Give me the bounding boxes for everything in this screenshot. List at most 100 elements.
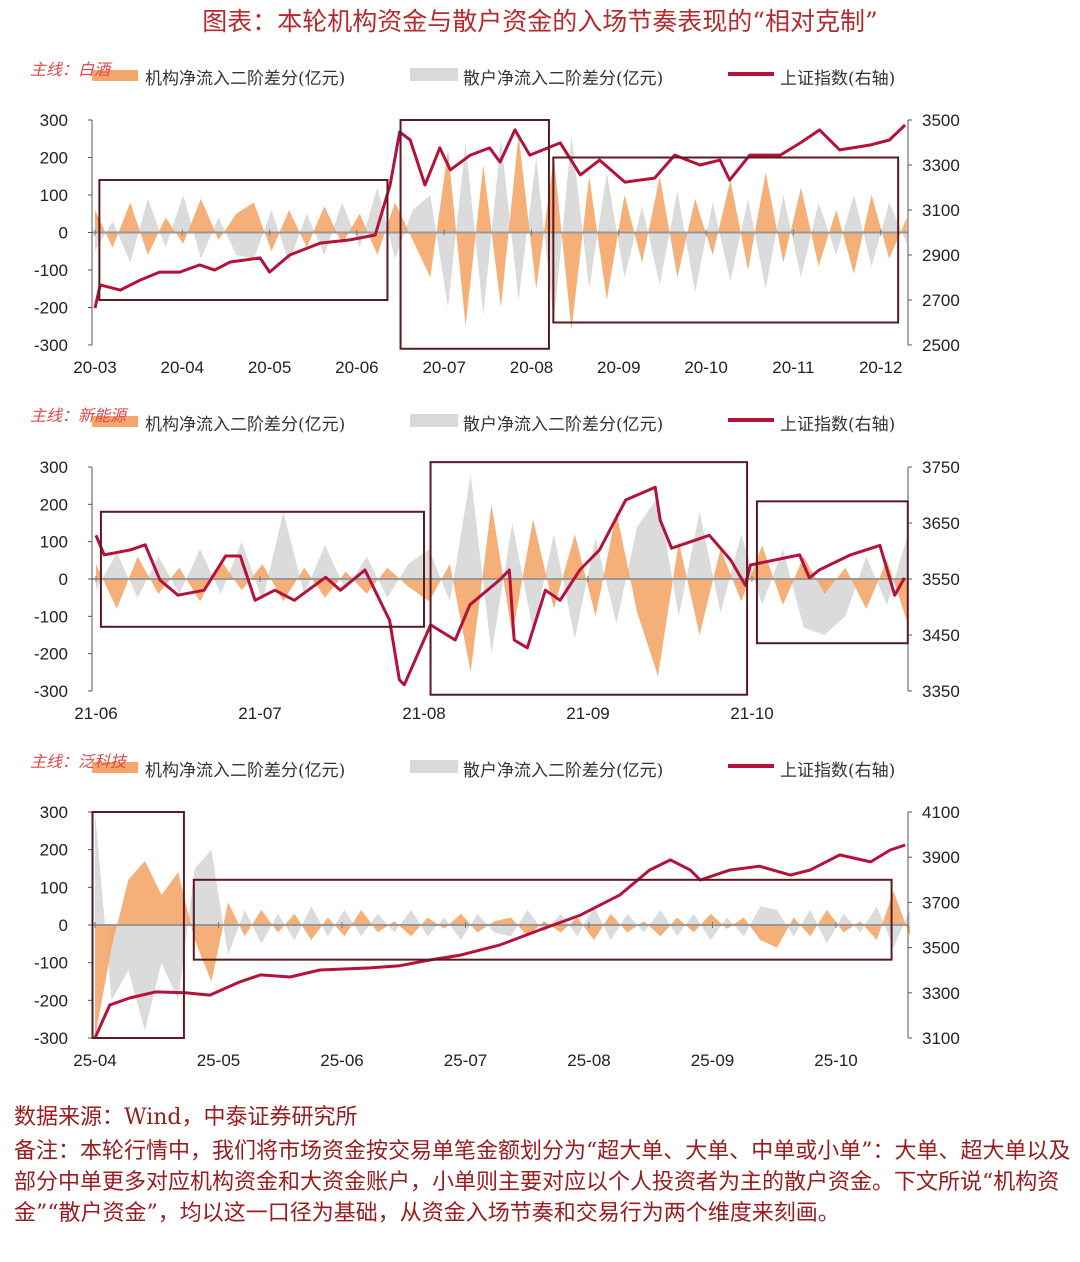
x-tick-label: 20-06	[335, 358, 378, 377]
x-tick-label: 21-10	[730, 704, 773, 723]
right-tick-label: 3650	[922, 514, 960, 533]
legend-retail: 散户净流入二阶差分(亿元)	[463, 415, 664, 435]
left-tick-label: -300	[34, 336, 68, 355]
right-tick-label: 2900	[922, 246, 960, 265]
left-tick-label: -200	[34, 299, 68, 318]
left-tick-label: 100	[40, 533, 68, 552]
charts-canvas: 300 200 100 0 -100 -200 -300 3500 3300 3100 2900 27…	[34, 111, 960, 1070]
highlight-box	[91, 811, 185, 1039]
right-tick-label: 3350	[922, 682, 960, 701]
highlight-box	[99, 510, 425, 628]
index-line	[93, 843, 906, 1039]
legend-panel-1: 主线：白酒 机构净流入二阶差分(亿元) 散户净流入二阶差分(亿元) 上证指数(右…	[30, 56, 930, 89]
x-tick-label: 20-08	[510, 358, 553, 377]
legend-swatch-index	[728, 418, 774, 422]
legend-inst: 机构净流入二阶差分(亿元)	[145, 415, 346, 435]
highlight-box	[429, 461, 749, 696]
left-tick-label: -100	[34, 261, 68, 280]
left-tick-label: -200	[34, 991, 68, 1010]
legend-swatch-index	[728, 764, 774, 768]
legend-swatch-inst	[92, 416, 138, 427]
x-tick-label: 20-09	[597, 358, 640, 377]
right-tick-label: 2500	[922, 336, 960, 355]
chart-panel-2: 300 200 100 0 -100 -200 -300 3750 3650 3550 3450 33…	[34, 458, 960, 723]
x-tick-label: 25-04	[73, 1051, 116, 1070]
highlight-box	[192, 878, 893, 961]
legend-index: 上证指数(右轴)	[780, 415, 896, 435]
legend-panel-2: 主线：新能源 机构净流入二阶差分(亿元) 散户净流入二阶差分(亿元) 上证指数(…	[30, 402, 930, 435]
left-tick-label: 200	[40, 841, 68, 860]
highlight-box	[98, 179, 389, 301]
left-tick-label: 200	[40, 149, 68, 168]
chart-panel-1: 300 200 100 0 -100 -200 -300 3500 3300 3100 2900 27…	[34, 111, 960, 377]
right-tick-label: 3300	[922, 984, 960, 1003]
right-tick-label: 3900	[922, 848, 960, 867]
left-tick-label: 200	[40, 495, 68, 514]
x-tick-label: 25-08	[567, 1051, 610, 1070]
right-tick-label: 3700	[922, 893, 960, 912]
right-tick-label: 3550	[922, 570, 960, 589]
x-tick-label: 25-07	[444, 1051, 487, 1070]
left-tick-label: -100	[34, 954, 68, 973]
legend-retail: 散户净流入二阶差分(亿元)	[463, 69, 664, 89]
retail-flow-area	[96, 474, 908, 654]
x-tick-label: 20-10	[684, 358, 727, 377]
x-tick-label: 21-06	[74, 704, 117, 723]
inst-flow-area	[95, 861, 911, 1038]
x-tick-label: 20-03	[73, 358, 116, 377]
right-tick-label: 3300	[922, 156, 960, 175]
theme-label: 主线：白酒	[30, 60, 111, 79]
x-tick-label: 20-07	[422, 358, 465, 377]
legend-inst: 机构净流入二阶差分(亿元)	[145, 69, 346, 89]
legend-index: 上证指数(右轴)	[780, 69, 896, 89]
highlight-box	[399, 119, 550, 350]
legend-index: 上证指数(右轴)	[780, 761, 896, 781]
chart-panel-3: 300 200 100 0 -100 -200 -300 4100 3900 3700 3500 33…	[34, 803, 960, 1070]
x-tick-label: 20-04	[161, 358, 204, 377]
index-line	[93, 123, 907, 309]
right-tick-label: 3450	[922, 626, 960, 645]
retail-flow-area	[95, 135, 907, 323]
legend-swatch-retail	[410, 760, 458, 773]
x-tick-label: 25-09	[691, 1051, 734, 1070]
theme-label: 主线：新能源	[30, 406, 127, 425]
right-tick-label: 3500	[922, 939, 960, 958]
index-line	[94, 485, 906, 687]
highlight-box	[755, 500, 909, 645]
remark-note: 备注：本轮行情中，我们将市场资金按交易单笔金额划分为“超大单、大单、中单或小单”…	[14, 1139, 1071, 1226]
left-tick-label: 300	[40, 803, 68, 822]
theme-label: 主线：泛科技	[30, 752, 127, 771]
right-tick-label: 2700	[922, 291, 960, 310]
legend-swatch-retail	[410, 68, 458, 81]
left-tick-label: 100	[40, 186, 68, 205]
highlight-box	[552, 156, 900, 324]
left-tick-label: -300	[34, 682, 68, 701]
source-note: 数据来源：Wind，中泰证券研究所	[14, 1105, 358, 1130]
left-tick-label: -100	[34, 607, 68, 626]
x-tick-label: 25-06	[320, 1051, 363, 1070]
x-tick-label: 25-05	[197, 1051, 240, 1070]
legend-swatch-retail	[410, 414, 458, 427]
left-tick-label: 300	[40, 111, 68, 130]
left-tick-label: 0	[59, 224, 68, 243]
x-tick-label: 20-05	[248, 358, 291, 377]
inst-flow-area	[96, 504, 908, 677]
x-tick-label: 21-09	[566, 704, 609, 723]
right-tick-label: 4100	[922, 803, 960, 822]
x-tick-label: 20-12	[859, 358, 902, 377]
legend-panel-3: 主线：泛科技 机构净流入二阶差分(亿元) 散户净流入二阶差分(亿元) 上证指数(…	[30, 748, 930, 781]
right-tick-label: 3500	[922, 111, 960, 130]
right-tick-label: 3100	[922, 1029, 960, 1048]
legend-swatch-inst	[92, 70, 138, 81]
legend-swatch-inst	[92, 762, 138, 773]
left-tick-label: 100	[40, 878, 68, 897]
legend-swatch-index	[728, 72, 774, 76]
left-tick-label: 0	[59, 570, 68, 589]
left-tick-label: -200	[34, 645, 68, 664]
left-tick-label: 300	[40, 458, 68, 477]
x-tick-label: 21-08	[402, 704, 445, 723]
legend-retail: 散户净流入二阶差分(亿元)	[463, 761, 664, 781]
legend-inst: 机构净流入二阶差分(亿元)	[145, 761, 346, 781]
right-tick-label: 3100	[922, 201, 960, 220]
